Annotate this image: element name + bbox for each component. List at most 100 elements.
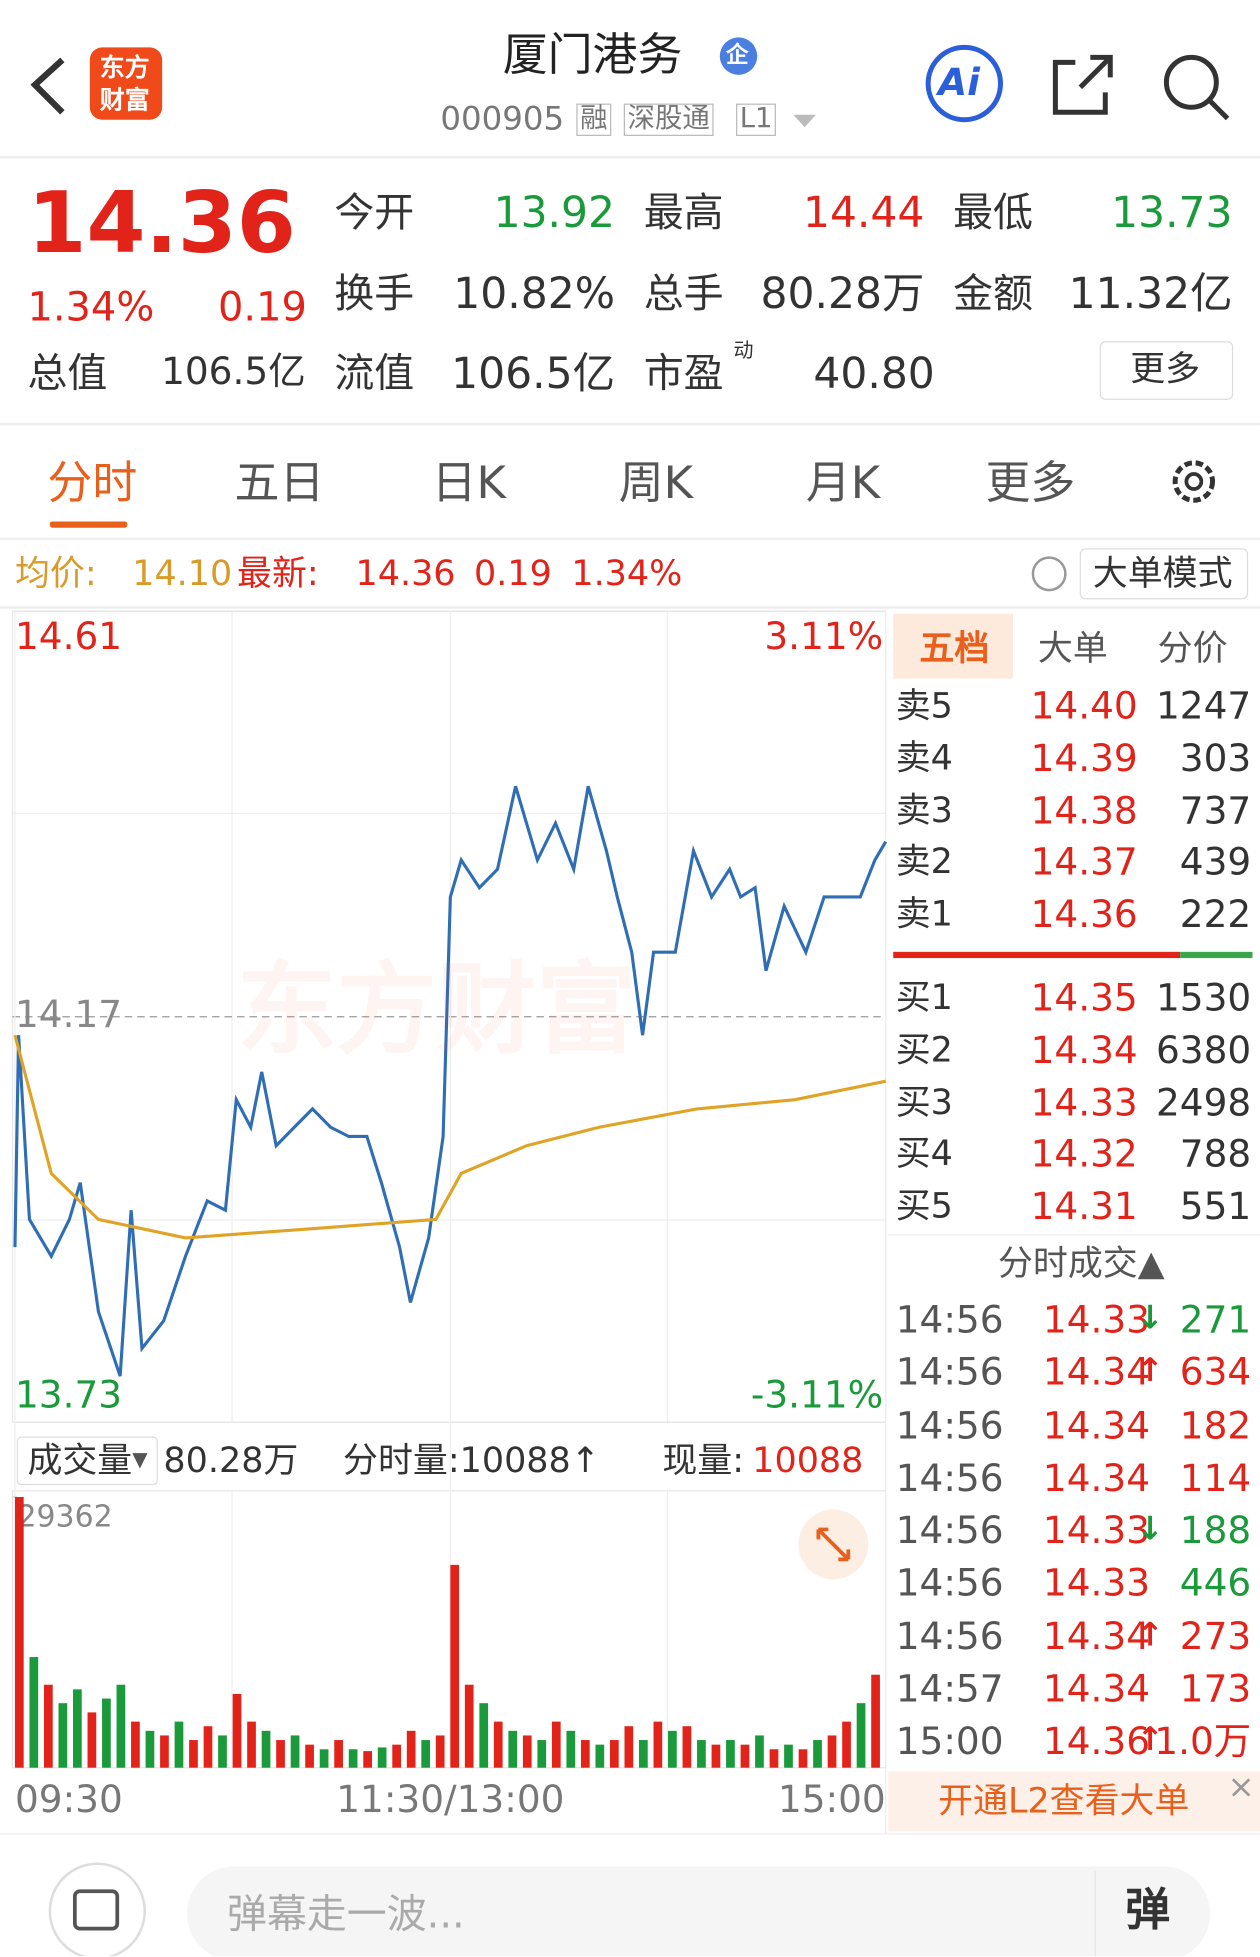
trade-arrow: ↓ (1136, 1299, 1164, 1338)
book-price: 14.39 (1030, 736, 1138, 781)
book-tab[interactable]: 大单 (1037, 627, 1108, 669)
field-value: 80.28万 (760, 269, 925, 320)
trade-price: 14.34 (1042, 1404, 1151, 1448)
volume-caret: ▼ (132, 1447, 148, 1471)
trade-volume: 188 (1179, 1509, 1252, 1554)
volume-bar (711, 1744, 721, 1768)
settings-icon[interactable] (1172, 460, 1216, 503)
tab[interactable]: 日K (431, 457, 506, 509)
sell-strength (893, 951, 1181, 959)
trade-arrow: ↓ (1136, 1510, 1164, 1549)
volume-bar (348, 1749, 358, 1768)
volume-bar (871, 1674, 880, 1768)
logo-bg (89, 47, 163, 120)
volume-bar (769, 1749, 779, 1768)
price: 14.36 (27, 174, 296, 274)
l2-banner[interactable] (888, 1771, 1260, 1832)
volume-bar (160, 1735, 169, 1768)
back-icon[interactable] (30, 57, 65, 115)
trade-volume: 446 (1179, 1562, 1252, 1606)
tab[interactable]: 更多 (985, 457, 1076, 509)
volume-tick-label: 29362 (17, 1500, 112, 1535)
field-value: 106.5亿 (161, 350, 306, 395)
trade-volume: 114 (1179, 1456, 1252, 1501)
badge-bg (719, 37, 758, 75)
volume-bar (609, 1740, 619, 1768)
volume-bar (43, 1684, 53, 1768)
average-line (13, 1034, 887, 1240)
comment-button[interactable] (48, 1862, 146, 1957)
danmu-button[interactable]: 弹 (1125, 1884, 1171, 1937)
volume-bar (203, 1726, 213, 1768)
dropdown-icon[interactable] (793, 114, 816, 128)
ai-icon[interactable] (925, 44, 1003, 123)
mode-label[interactable]: 大单模式 (1092, 552, 1233, 594)
buy-strength (1180, 951, 1253, 959)
volume-bar (551, 1721, 561, 1768)
help-icon[interactable] (1031, 556, 1067, 592)
volume-select[interactable] (16, 1436, 158, 1486)
book-tab[interactable]: 分价 (1157, 627, 1228, 669)
volume-bar (856, 1703, 866, 1768)
ai-label[interactable]: Ai (938, 61, 980, 105)
volume-bar (261, 1730, 271, 1768)
close-banner[interactable]: × (1227, 1768, 1255, 1807)
tab[interactable]: 五日 (234, 457, 325, 509)
logo-text: 财富 (99, 84, 150, 115)
volume-bar (508, 1730, 518, 1768)
trade-volume: 634 (1179, 1351, 1252, 1396)
danmu-placeholder[interactable]: 弹幕走一波... (227, 1889, 465, 1938)
trade-price: 14.34 (1042, 1351, 1151, 1396)
x-tick-label: 11:30/13:00 (336, 1777, 564, 1821)
book-volume: 1530 (1155, 976, 1252, 1021)
price-line (13, 785, 888, 1377)
volume-bar (522, 1735, 532, 1768)
latest-pct: 1.34% (571, 552, 683, 594)
latest-label: 最新: (237, 552, 319, 594)
comment-icon (72, 1889, 120, 1931)
avg-value: 14.10 (132, 552, 233, 594)
more-label[interactable]: 更多 (1130, 348, 1201, 390)
trade-time: 14:57 (895, 1667, 1004, 1712)
settings-icon-core (1184, 472, 1204, 491)
trade-arrow: ↑ (1136, 1352, 1164, 1391)
field-label: 流值 (334, 349, 415, 397)
trade-volume: 173 (1179, 1667, 1252, 1712)
trade-arrow: ↑ (1136, 1721, 1164, 1759)
book-price: 14.35 (1030, 976, 1138, 1021)
volume-bar (537, 1740, 547, 1768)
tab[interactable]: 周K (618, 457, 694, 509)
volume-bar (131, 1721, 140, 1768)
volume-bar (464, 1684, 474, 1768)
field-label: 总值 (27, 349, 108, 397)
volume-bar (189, 1740, 198, 1768)
volume-bar (435, 1735, 445, 1768)
share-icon[interactable] (1052, 54, 1113, 115)
book-label: 卖1 (895, 893, 953, 935)
search-icon[interactable] (1163, 54, 1219, 110)
trade-price: 14.33 (1042, 1562, 1151, 1606)
trades-title[interactable]: 分时成交▲ (997, 1242, 1165, 1284)
book-price: 14.32 (1030, 1133, 1138, 1177)
trade-arrow: ↑ (1136, 1616, 1164, 1654)
l2-text[interactable]: 开通L2查看大单 (938, 1780, 1190, 1822)
search-icon-handle (1208, 99, 1230, 121)
trade-volume: 1.0万 (1154, 1720, 1252, 1764)
book-tab[interactable]: 五档 (919, 627, 990, 669)
mode-button[interactable] (1079, 548, 1249, 600)
volume-bar (290, 1735, 300, 1768)
book-volume: 788 (1179, 1133, 1252, 1177)
field-sup: 动 (733, 338, 754, 362)
volume-bar (639, 1740, 648, 1768)
field-value: 11.32亿 (1068, 269, 1233, 320)
volume-bar (218, 1735, 227, 1768)
volume-label[interactable]: 成交量 (27, 1439, 133, 1481)
danmu-input[interactable] (187, 1866, 1211, 1957)
tab[interactable]: 月K (805, 457, 881, 509)
tab[interactable]: 分时 (47, 457, 138, 509)
trade-time: 14:56 (895, 1456, 1004, 1501)
more-button[interactable] (1099, 341, 1234, 400)
field-value: 40.80 (813, 349, 935, 400)
book-label: 买3 (895, 1080, 953, 1123)
volume-bar (363, 1751, 372, 1768)
